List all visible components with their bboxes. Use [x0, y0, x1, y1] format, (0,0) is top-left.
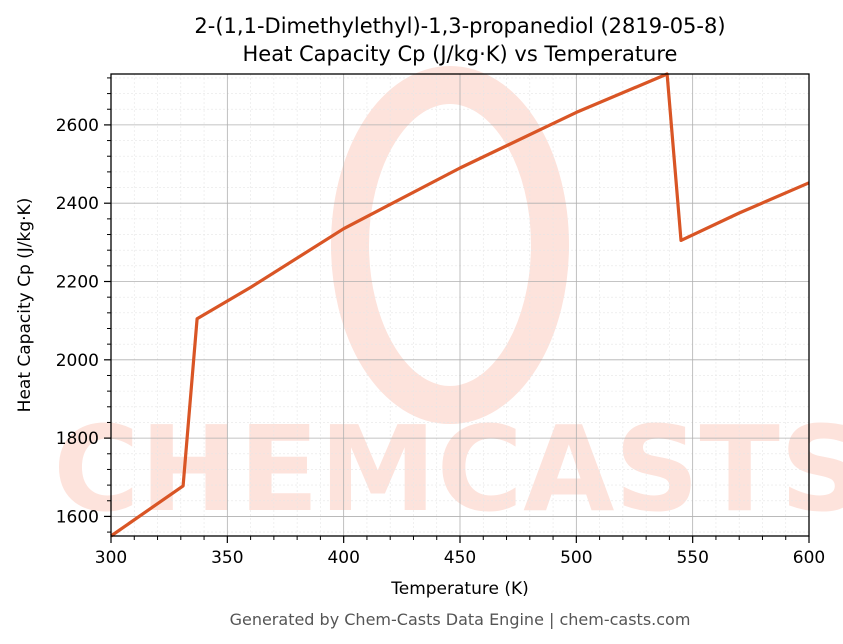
chart-title-line2: Heat Capacity Cp (J/kg·K) vs Temperature	[243, 42, 678, 66]
y-axis-label: Heat Capacity Cp (J/kg·K)	[15, 198, 35, 413]
x-tick-label: 600	[793, 548, 825, 568]
y-axis: 1600 1800 2000 2200 2400 2600	[56, 77, 111, 533]
x-tick-label: 450	[444, 548, 476, 568]
watermark: CHEMCASTS	[53, 66, 843, 538]
y-tick-label: 2200	[56, 273, 99, 293]
watermark-logo-ring	[331, 66, 569, 424]
x-tick-label: 300	[95, 548, 127, 568]
x-axis-label: Temperature (K)	[390, 579, 529, 599]
y-tick-label: 2600	[56, 116, 99, 136]
x-tick-label: 350	[211, 548, 243, 568]
watermark-text: CHEMCASTS	[53, 400, 843, 538]
x-tick-label: 500	[560, 548, 592, 568]
x-tick-label: 400	[327, 548, 359, 568]
series-layer	[110, 72, 810, 538]
y-tick-label: 1800	[56, 429, 99, 449]
chart-title-line1: 2-(1,1-Dimethylethyl)-1,3-propanediol (2…	[194, 14, 725, 38]
y-tick-label: 1600	[56, 507, 99, 527]
x-tick-label: 550	[676, 548, 708, 568]
y-tick-label: 2400	[56, 194, 99, 214]
x-axis: 300 350 400 450 500 550 600	[95, 536, 825, 568]
footer-credit: Generated by Chem-Casts Data Engine | ch…	[230, 610, 691, 629]
series-line-cp	[110, 72, 810, 538]
y-tick-label: 2000	[56, 351, 99, 371]
